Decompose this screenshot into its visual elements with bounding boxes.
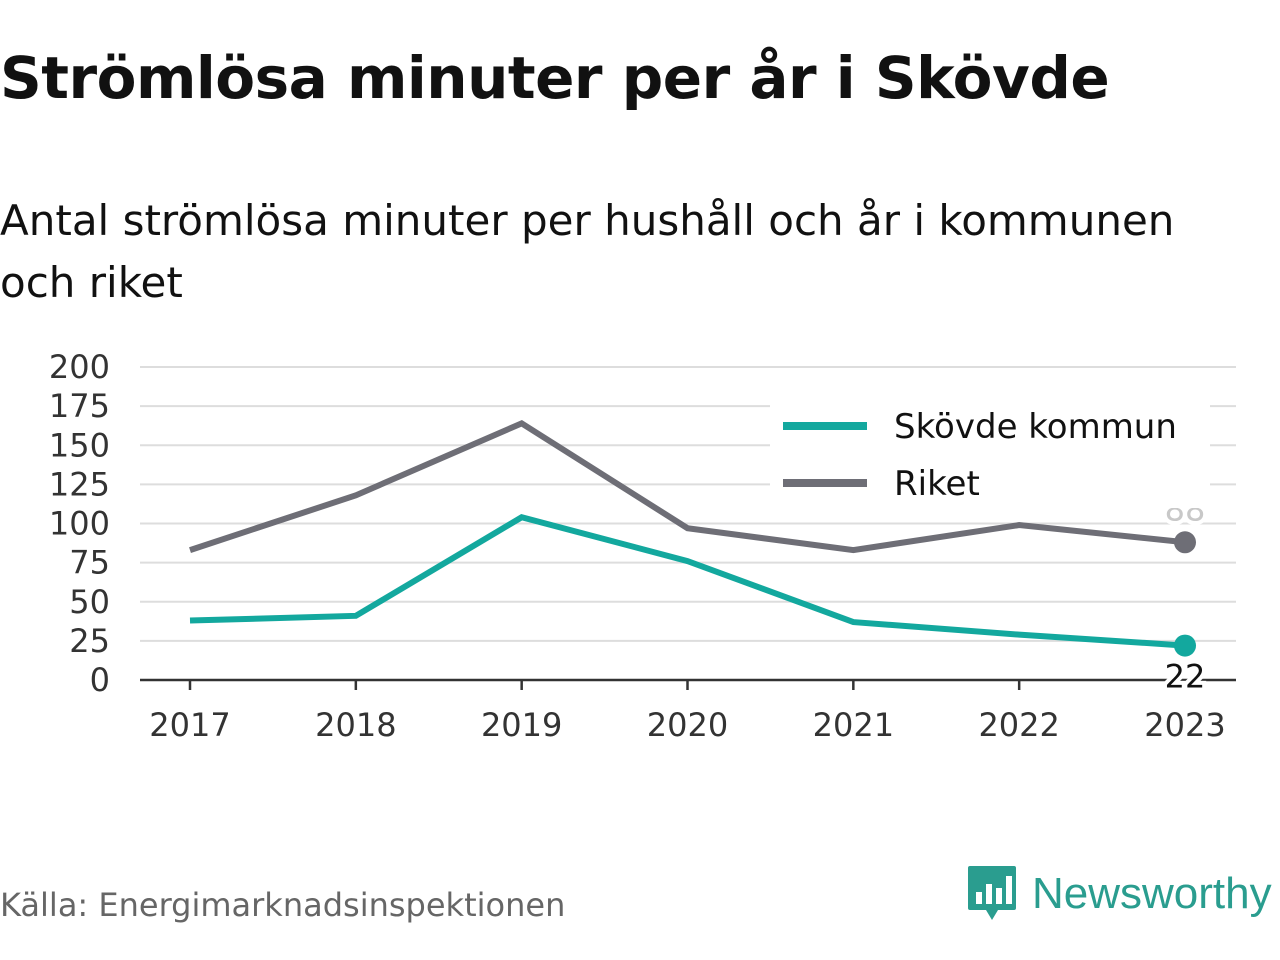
chart-subtitle: Antal strömlösa minuter per hushåll och … (0, 196, 1175, 307)
y-tick-label: 150 (49, 426, 110, 464)
series-line-skovde (189, 514, 1186, 649)
brand-name: Newsworthy (1032, 869, 1272, 918)
y-tick-label: 25 (69, 622, 110, 660)
y-tick-label: 75 (69, 544, 110, 582)
y-tick-label: 100 (49, 505, 110, 543)
y-tick-label: 200 (49, 348, 110, 386)
legend-background (770, 400, 1210, 508)
x-axis: 2017 2018 2019 2020 2021 2022 2023 (140, 678, 1236, 744)
y-tick-label: 125 (49, 465, 110, 503)
end-label-skovde: 22 (1165, 658, 1206, 696)
chart-title: Strömlösa minuter per år i Skövde (0, 44, 1110, 112)
y-tick-label: 50 (69, 583, 110, 621)
x-tick-label: 2022 (978, 706, 1059, 744)
x-tick-label: 2023 (1144, 706, 1225, 744)
y-tick-label: 175 (49, 387, 110, 425)
newsworthy-logo-icon (968, 866, 1016, 920)
series-line-riket (189, 419, 1186, 554)
x-tick-label: 2017 (149, 706, 230, 744)
series-end-point (1174, 634, 1196, 657)
newsworthy-logo: Newsworthy (966, 864, 1272, 924)
legend-label: Riket (894, 464, 980, 504)
series-end-point (1174, 531, 1196, 554)
x-tick-label: 2021 (813, 706, 894, 744)
legend-label: Skövde kommun (894, 407, 1177, 447)
y-tick-label: 0 (90, 661, 110, 699)
x-tick-label: 2019 (481, 706, 562, 744)
x-tick-label: 2018 (315, 706, 396, 744)
source-note: Källa: Energimarknadsinspektionen (0, 886, 566, 924)
x-tick-label: 2020 (647, 706, 728, 744)
legend: Skövde kommun Riket (770, 400, 1210, 508)
